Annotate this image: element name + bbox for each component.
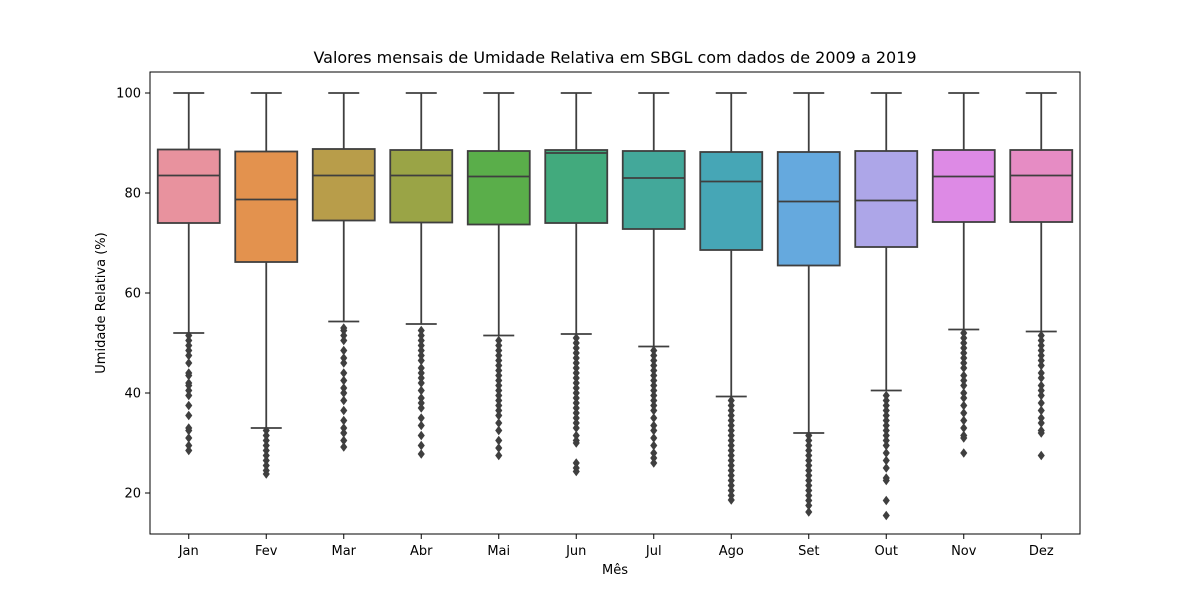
x-tick-label: Mar — [331, 544, 356, 559]
y-tick-label: 40 — [124, 387, 141, 402]
box-abr — [389, 92, 454, 459]
outlier-point — [417, 430, 425, 441]
x-tick-label: Abr — [410, 544, 433, 559]
x-tick-label: Dez — [1029, 544, 1054, 559]
outlier-point — [340, 335, 348, 346]
x-axis-label: Mês — [602, 563, 628, 578]
iqr-box — [1009, 149, 1074, 223]
iqr-box — [776, 151, 841, 267]
outlier-point — [185, 445, 193, 456]
outlier-point — [495, 450, 503, 461]
outlier-point — [882, 475, 890, 486]
iqr-box — [311, 148, 376, 222]
plot-area — [156, 92, 1074, 521]
outlier-point — [572, 466, 580, 477]
y-tick-label: 20 — [124, 487, 141, 502]
outlier-point — [805, 507, 813, 517]
box-dez — [1009, 92, 1074, 461]
x-tick-label: Set — [798, 544, 819, 559]
box-set — [776, 92, 841, 517]
outlier-point — [340, 405, 348, 416]
outlier-point — [417, 420, 425, 431]
iqr-box — [234, 150, 299, 263]
outlier-point — [727, 495, 735, 505]
box-out — [854, 92, 919, 521]
outlier-point — [340, 395, 348, 406]
outlier-point — [495, 425, 503, 436]
y-tick-label: 80 — [124, 187, 141, 202]
y-tick-label: 60 — [124, 287, 141, 302]
iqr-box — [389, 149, 454, 224]
outlier-point — [185, 358, 193, 368]
outlier-point — [185, 410, 193, 421]
y-axis: 20 40 60 80 100 — [116, 87, 150, 502]
iqr-box — [854, 150, 919, 248]
outlier-point — [262, 469, 270, 479]
box-mai — [466, 92, 531, 461]
box-fev — [234, 92, 299, 479]
x-tick-label: Nov — [951, 544, 977, 559]
iqr-box — [699, 151, 764, 251]
x-tick-label: Jan — [178, 544, 199, 559]
x-tick-label: Ago — [719, 544, 744, 559]
outlier-point — [417, 440, 425, 451]
box-nov — [931, 92, 996, 458]
iqr-box — [544, 149, 609, 224]
outlier-point — [572, 438, 580, 448]
outlier-point — [882, 463, 890, 473]
box-jan — [156, 92, 221, 456]
x-axis: Jan Fev Mar Abr Mai Jun Jul Ago Set Out Nov Dez — [178, 534, 1054, 559]
iqr-box — [156, 148, 221, 224]
outlier-point — [882, 510, 890, 521]
outlier-point — [185, 390, 193, 401]
outlier-point — [340, 358, 348, 368]
axes-frame — [149, 71, 1081, 535]
iqr-box — [466, 150, 531, 226]
outlier-point — [340, 442, 348, 452]
y-axis-label: Umidade Relativa (%) — [94, 232, 109, 373]
outlier-point — [882, 495, 890, 506]
x-tick-label: Out — [874, 544, 898, 559]
outlier-point — [1037, 428, 1045, 438]
outlier-point — [185, 400, 193, 411]
box-mar — [311, 92, 376, 452]
outlier-point — [960, 433, 968, 443]
outlier-point — [1037, 450, 1045, 461]
iqr-box — [931, 149, 996, 223]
outlier-point — [650, 458, 658, 468]
outlier-point — [417, 403, 425, 413]
x-tick-label: Jun — [565, 544, 586, 559]
chart-title: Valores mensais de Umidade Relativa em S… — [313, 48, 916, 67]
y-tick-label: 100 — [116, 87, 141, 102]
x-tick-label: Jul — [645, 544, 662, 559]
box-jul — [621, 92, 686, 468]
iqr-box — [621, 150, 686, 230]
box-ago — [699, 92, 764, 505]
x-tick-label: Fev — [255, 544, 278, 559]
outlier-point — [417, 449, 425, 459]
box-jun — [544, 92, 609, 477]
x-tick-label: Mai — [487, 544, 510, 559]
outlier-point — [960, 448, 968, 458]
